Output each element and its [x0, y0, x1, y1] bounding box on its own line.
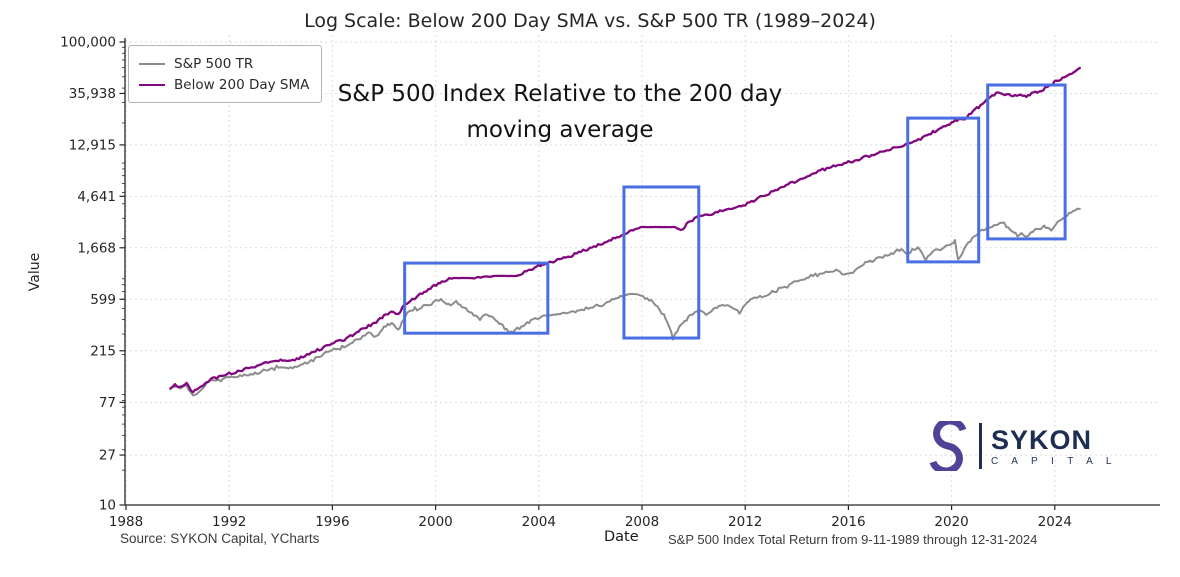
footnote: S&P 500 Index Total Return from 9-11-198… [668, 532, 1038, 547]
svg-text:2000: 2000 [418, 514, 452, 530]
svg-text:2004: 2004 [522, 514, 556, 530]
svg-text:4,641: 4,641 [77, 189, 116, 205]
legend-item-below-200-day-sma: Below 200 Day SMA [139, 74, 309, 95]
source-credit: Source: SYKON Capital, YCharts [120, 531, 320, 546]
legend-label: Below 200 Day SMA [174, 76, 310, 93]
svg-text:1988: 1988 [109, 514, 143, 530]
logo-name: SYKON [991, 424, 1093, 455]
chart-title: Log Scale: Below 200 Day SMA vs. S&P 500… [304, 10, 876, 32]
x-axis-label: Date [604, 529, 639, 545]
annotation-line-2: moving average [466, 117, 654, 143]
sp500tr-line-swatch [139, 62, 165, 65]
below-200-day-sma-line-swatch [139, 83, 165, 86]
svg-text:12,915: 12,915 [69, 137, 116, 153]
sykon-s-mark-icon [929, 421, 967, 471]
svg-text:1996: 1996 [315, 514, 349, 530]
svg-text:27: 27 [99, 448, 116, 464]
svg-text:1,668: 1,668 [77, 240, 116, 256]
logo-subtitle: C A P I T A L [991, 455, 1117, 467]
svg-text:10: 10 [99, 498, 116, 514]
logo-divider [979, 423, 982, 469]
svg-text:77: 77 [99, 395, 116, 411]
legend-label: S&P 500 TR [174, 55, 254, 72]
legend-item-sp500tr: S&P 500 TR [139, 53, 309, 74]
svg-text:2024: 2024 [1038, 514, 1072, 530]
svg-text:599: 599 [90, 292, 116, 308]
legend: S&P 500 TR Below 200 Day SMA [128, 45, 323, 103]
annotation-line-1: S&P 500 Index Relative to the 200 day [337, 81, 783, 107]
svg-text:35,938: 35,938 [69, 86, 116, 102]
svg-text:2008: 2008 [625, 514, 659, 530]
y-axis-label: Value [27, 252, 43, 292]
svg-text:100,000: 100,000 [60, 35, 116, 51]
sykon-logo: SYKON C A P I T A L [926, 421, 1117, 471]
svg-text:2012: 2012 [728, 514, 762, 530]
annotation-note: S&P 500 Index Relative to the 200 day mo… [280, 76, 840, 148]
svg-text:1992: 1992 [212, 514, 246, 530]
svg-text:215: 215 [90, 343, 116, 359]
svg-text:2020: 2020 [934, 514, 968, 530]
svg-text:2016: 2016 [831, 514, 865, 530]
